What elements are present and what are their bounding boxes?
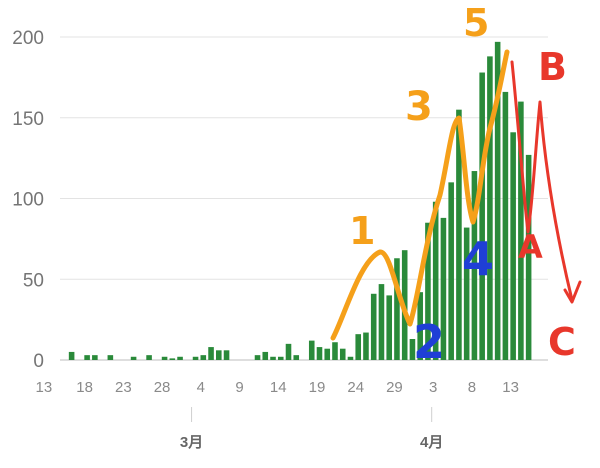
bar — [502, 91, 509, 360]
month-label: 3月 — [180, 434, 203, 451]
x-tick-label: 28 — [154, 379, 171, 396]
bar — [355, 334, 362, 360]
bar — [363, 332, 369, 360]
x-tick-label: 18 — [76, 379, 93, 396]
bar — [68, 351, 75, 360]
y-tick-label: 0 — [33, 351, 44, 372]
bar — [223, 350, 230, 360]
bar — [525, 154, 532, 360]
bar — [216, 350, 222, 360]
y-axis: 0 50 100 150 200 — [12, 28, 44, 372]
bar — [370, 293, 377, 360]
bar — [316, 347, 323, 360]
bar — [347, 356, 354, 360]
bar — [386, 295, 392, 360]
bars — [68, 41, 532, 360]
month-axis: 3月 4月 — [180, 407, 443, 451]
orange-zigzag-stroke — [330, 49, 510, 341]
bar — [84, 355, 90, 360]
bar — [254, 355, 261, 360]
blue-annotation-2: 2 — [413, 315, 445, 369]
bar — [270, 356, 276, 360]
red-annotation-B: B — [538, 45, 567, 89]
x-tick-label: 9 — [235, 379, 243, 396]
bar — [130, 356, 137, 360]
bar — [518, 101, 524, 360]
bar — [394, 258, 400, 360]
bar — [378, 284, 385, 360]
x-tick-label: 24 — [347, 379, 364, 396]
x-tick-label: 19 — [309, 379, 326, 396]
x-tick-label: 14 — [270, 379, 287, 396]
bar — [146, 355, 152, 360]
bar — [308, 340, 315, 360]
bar — [463, 227, 470, 360]
y-tick-label: 200 — [12, 28, 44, 49]
month-label: 4月 — [420, 434, 443, 451]
bar — [479, 72, 485, 360]
orange-annotation-3: 3 — [405, 84, 433, 130]
bar — [277, 356, 284, 360]
x-tick-label: 23 — [115, 379, 132, 396]
x-tick-label: 13 — [36, 379, 53, 396]
bar — [208, 347, 214, 360]
bar — [425, 222, 431, 360]
bar — [107, 355, 114, 360]
bar — [192, 356, 199, 360]
bar — [409, 339, 416, 360]
bar — [169, 358, 176, 360]
bar — [417, 292, 423, 360]
y-tick-label: 100 — [12, 190, 44, 211]
red-annotation-C: C — [548, 320, 576, 364]
bar — [262, 351, 269, 360]
bar — [432, 201, 439, 360]
bar — [494, 41, 501, 360]
bar — [440, 217, 447, 360]
x-tick-label: 8 — [468, 379, 476, 396]
bar — [471, 171, 478, 360]
bar — [487, 56, 493, 360]
x-tick-label: 3 — [429, 379, 437, 396]
y-tick-label: 50 — [23, 270, 44, 291]
red-annotation-A: A — [518, 228, 543, 266]
bar — [324, 348, 331, 360]
x-tick-label: 13 — [502, 379, 519, 396]
hand-drawn-annotations: 1 3 5 2 4 A B C — [330, 1, 582, 369]
y-tick-label: 150 — [12, 109, 44, 130]
bar — [332, 342, 338, 360]
bar — [92, 355, 98, 360]
orange-annotation-5: 5 — [463, 1, 489, 45]
bar — [293, 355, 300, 360]
bar — [177, 356, 183, 360]
red-line-stroke — [510, 60, 574, 302]
bar — [456, 109, 462, 360]
bar — [448, 182, 454, 360]
bar — [200, 355, 207, 360]
x-tick-label: 29 — [386, 379, 403, 396]
bar — [510, 132, 516, 360]
x-tick-label: 4 — [197, 379, 205, 396]
bar — [161, 356, 168, 360]
orange-annotation-1: 1 — [349, 209, 375, 253]
bar — [285, 343, 292, 360]
blue-annotation-4: 4 — [462, 232, 494, 286]
bar — [339, 348, 346, 360]
x-axis: 13 18 23 28 4 9 14 19 24 29 3 8 13 — [36, 379, 519, 396]
red-arrowhead — [563, 280, 582, 304]
